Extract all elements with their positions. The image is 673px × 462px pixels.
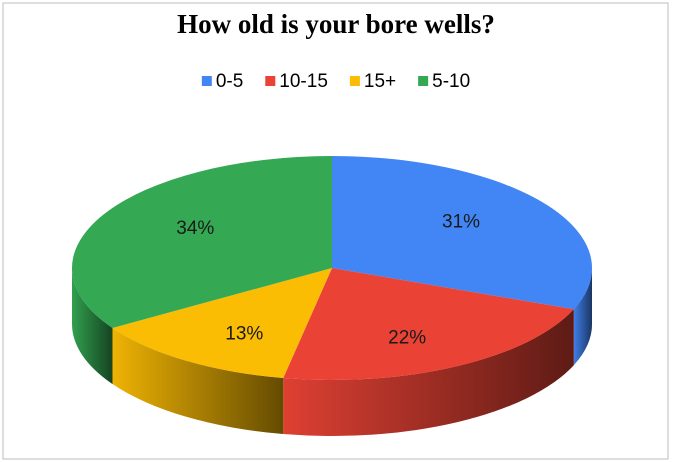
slice-side-shade	[573, 268, 592, 366]
data-label: 13%	[225, 324, 263, 345]
legend-label: 0-5	[216, 71, 243, 92]
data-label: 22%	[388, 328, 426, 349]
slice	[332, 156, 592, 310]
slice-side-shade	[72, 268, 113, 385]
chart-title: How old is your bore wells?	[177, 9, 495, 39]
slice	[112, 268, 333, 379]
legend-label: 10-15	[279, 71, 328, 92]
legend-swatch	[201, 76, 212, 86]
legend-swatch	[418, 76, 429, 86]
slice	[283, 268, 574, 380]
legend-swatch	[265, 76, 276, 86]
legend-label: 15+	[364, 71, 396, 92]
slice	[71, 156, 332, 329]
data-label: 34%	[176, 218, 214, 239]
slice-side-shade	[112, 328, 284, 435]
slice-side-shade	[283, 309, 574, 436]
legend-swatch	[349, 76, 360, 86]
legend-label: 5-10	[432, 71, 470, 92]
data-label: 31%	[442, 212, 480, 233]
